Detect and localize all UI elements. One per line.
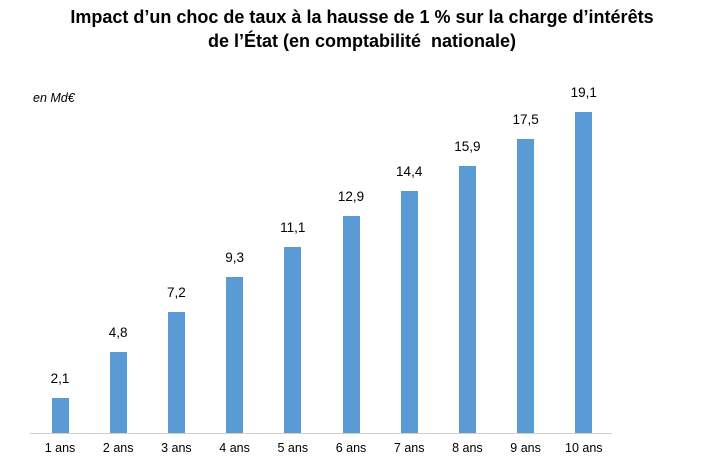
x-axis-tick-label: 4 ans xyxy=(219,441,250,455)
axis-unit-label: en Md€ xyxy=(33,91,75,105)
bar-value-label: 4,8 xyxy=(108,325,128,341)
bar xyxy=(400,191,418,433)
bar-value-label: 11,1 xyxy=(280,219,306,235)
x-axis-tick-label: 9 ans xyxy=(510,441,541,455)
chart-title-line1: Impact d’un choc de taux à la hausse de … xyxy=(70,7,654,27)
x-axis-tick-label: 6 ans xyxy=(335,441,367,455)
chart-title-line2: de l’État (en comptabilité nationale) xyxy=(207,31,517,51)
x-axis-tick-label: 2 ans xyxy=(102,441,134,455)
x-axis-tick-label: 7 ans xyxy=(393,441,425,455)
bar-value-label: 2,1 xyxy=(50,370,70,386)
chart-title: Impact d’un choc de taux à la hausse de … xyxy=(0,5,724,53)
bar-value-label: 7,2 xyxy=(167,285,186,301)
bar xyxy=(575,112,593,433)
x-axis-line xyxy=(30,433,612,434)
x-axis-tick-label: 8 ans xyxy=(452,441,483,455)
bar-value-label: 15,9 xyxy=(454,138,481,154)
x-axis-tick-label: 10 ans xyxy=(565,441,603,455)
bar-value-label: 12,9 xyxy=(337,189,365,205)
x-axis-tick-label: 3 ans xyxy=(161,441,192,455)
bar-value-label: 19,1 xyxy=(570,85,597,101)
bar xyxy=(226,276,244,433)
x-axis-tick-label: 1 ans xyxy=(44,441,76,455)
bar xyxy=(167,312,185,433)
bar xyxy=(284,246,302,433)
bar xyxy=(517,139,535,433)
x-axis-tick-label: 5 ans xyxy=(277,441,309,455)
bar xyxy=(342,216,360,433)
bar-value-label: 9,3 xyxy=(225,249,244,265)
bar xyxy=(51,397,69,433)
bar-value-label: 17,5 xyxy=(512,112,539,127)
bar-value-label: 14,4 xyxy=(396,164,423,180)
bar xyxy=(109,352,127,433)
bar xyxy=(458,165,476,433)
